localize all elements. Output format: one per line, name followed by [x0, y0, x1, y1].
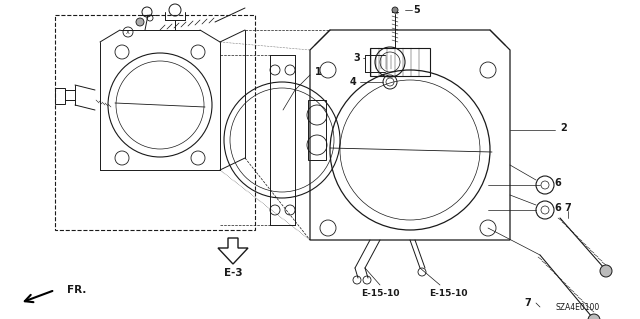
Text: FR.: FR. — [67, 285, 86, 295]
Text: X: X — [126, 29, 130, 34]
Bar — [55, 15, 255, 230]
Bar — [308, 100, 326, 160]
Text: E-15-10: E-15-10 — [361, 288, 399, 298]
Text: 7: 7 — [525, 298, 531, 308]
Circle shape — [136, 18, 144, 26]
Text: 2: 2 — [561, 123, 568, 133]
Circle shape — [600, 265, 612, 277]
Text: 6: 6 — [555, 178, 561, 188]
Text: E-15-10: E-15-10 — [429, 288, 467, 298]
Circle shape — [588, 314, 600, 319]
Text: 5: 5 — [413, 5, 420, 15]
Text: 1: 1 — [315, 67, 321, 77]
Text: 3: 3 — [354, 53, 360, 63]
Text: 4: 4 — [349, 77, 356, 87]
Text: E-3: E-3 — [224, 268, 243, 278]
Bar — [370, 48, 430, 76]
Text: 6: 6 — [555, 203, 561, 213]
Bar — [55, 88, 65, 104]
Text: 7: 7 — [564, 203, 572, 213]
Text: SZA4E0100: SZA4E0100 — [556, 303, 600, 313]
Circle shape — [392, 7, 398, 13]
